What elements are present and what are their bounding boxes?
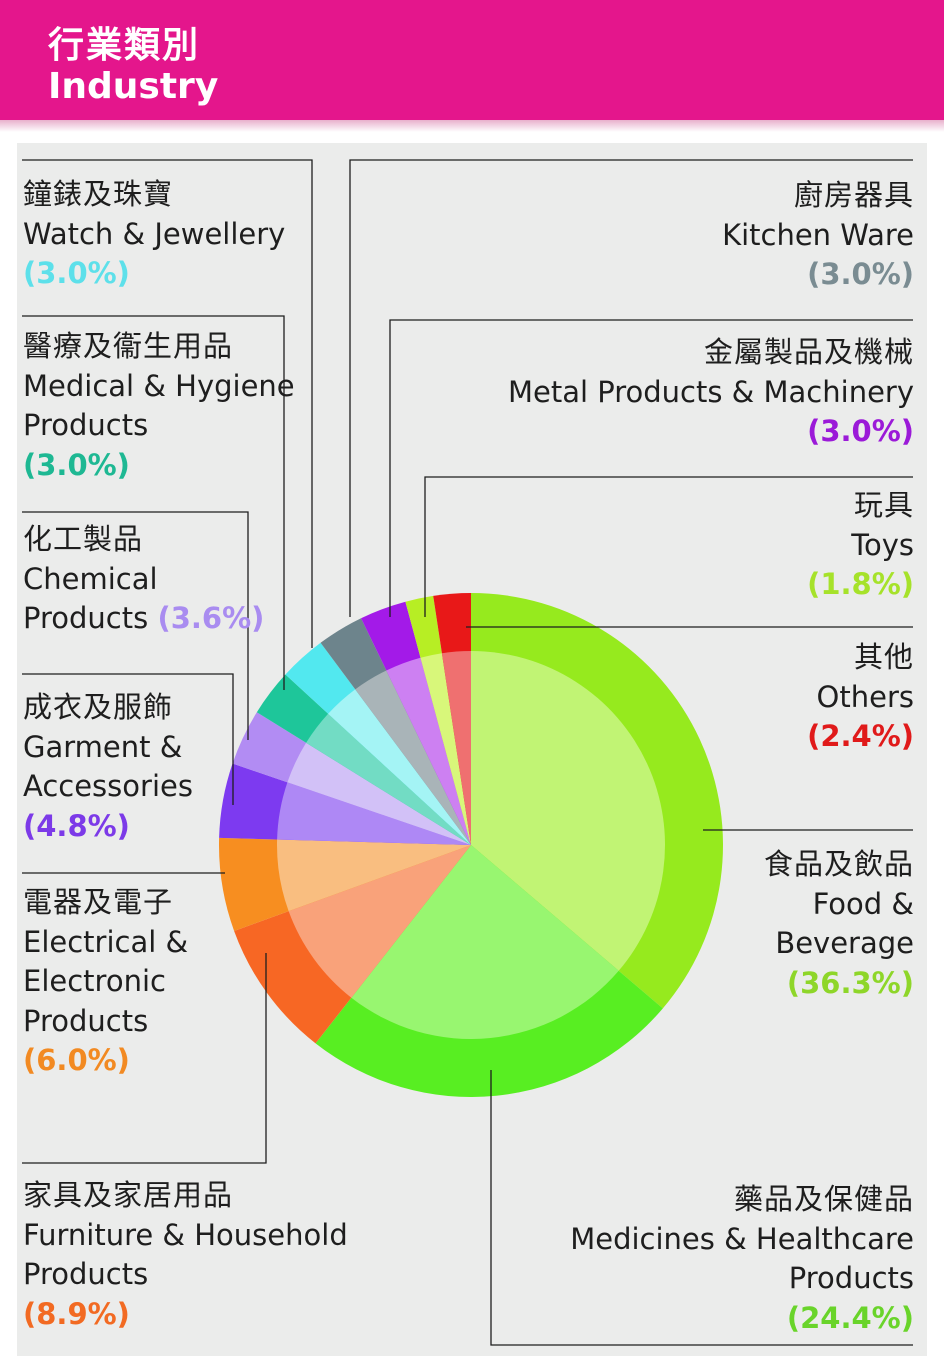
slice-inner-kitchen	[355, 670, 471, 845]
label-garment-en-1: Garment &	[23, 729, 183, 764]
slice-inner-medicines	[351, 845, 619, 1039]
label-toys-en: Toys	[851, 527, 914, 562]
label-medicines-en-1: Medicines & Healthcare	[570, 1221, 914, 1256]
slice-inner-medical	[306, 713, 471, 845]
label-watch: 鐘錶及珠寶 Watch & Jewellery (3.0%)	[23, 175, 285, 294]
label-electrical-en-1: Electrical &	[23, 924, 189, 959]
label-furniture-en-1: Furniture & Household	[23, 1217, 348, 1252]
label-chemical: 化工製品 Chemical Products (3.6%)	[23, 520, 264, 639]
label-garment: 成衣及服飾 Garment & Accessories (4.8%)	[23, 688, 193, 846]
slice-inner-garment	[277, 782, 471, 845]
slice-inner-furniture	[288, 845, 471, 998]
label-food-pct: (36.3%)	[786, 965, 914, 1000]
label-medicines-en-2: Products	[788, 1261, 914, 1295]
label-electrical-en-2: Electronic	[23, 964, 166, 998]
leader-line-garment	[22, 673, 234, 805]
label-kitchen-pct: (3.0%)	[807, 257, 914, 291]
label-furniture-zh: 家具及家居用品	[23, 1178, 234, 1212]
label-others-en: Others	[816, 679, 914, 714]
label-furniture-pct: (8.9%)	[23, 1296, 130, 1331]
leader-line-medical	[22, 315, 285, 690]
label-medicines: 藥品及保健品 Medicines & Healthcare Products (…	[570, 1180, 914, 1338]
label-food-en-2: Beverage	[775, 926, 914, 960]
label-others: 其他 Others (2.4%)	[807, 638, 914, 757]
leader-line-metal	[389, 319, 913, 617]
label-electrical: 電器及電子 Electrical & Electronic Products (…	[23, 883, 188, 1081]
header-banner	[0, 0, 944, 120]
label-kitchen-zh: 廚房器具	[793, 178, 914, 212]
label-garment-pct: (4.8%)	[23, 808, 130, 843]
slice-inner-others	[441, 651, 471, 845]
label-medical: 醫療及衞生用品 Medical & Hygiene Products (3.0%…	[23, 327, 295, 485]
label-medical-zh: 醫療及衞生用品	[23, 329, 234, 363]
leader-line-kitchen	[349, 159, 913, 617]
slice-inner-metal	[386, 657, 471, 845]
label-electrical-pct: (6.0%)	[23, 1043, 130, 1077]
slice-inner-chemical	[287, 742, 471, 845]
header-shadow	[0, 120, 944, 132]
label-metal-zh: 金屬製品及機械	[703, 335, 914, 369]
label-metal-en: Metal Products & Machinery	[507, 374, 914, 409]
slice-inner-food	[471, 651, 665, 971]
label-chemical-zh: 化工製品	[23, 522, 144, 556]
label-toys-pct: (1.8%)	[807, 567, 914, 601]
label-toys: 玩具 Toys (1.8%)	[807, 486, 914, 605]
label-kitchen-en: Kitchen Ware	[722, 217, 914, 252]
label-food-zh: 食品及飲品	[763, 847, 914, 881]
leader-line-medicines	[490, 1070, 913, 1346]
label-watch-pct: (3.0%)	[23, 256, 130, 290]
label-furniture: 家具及家居用品 Furniture & Household Products (…	[23, 1176, 348, 1334]
leader-line-toys	[424, 476, 913, 617]
label-chemical-pct: (3.6%)	[157, 601, 265, 635]
label-metal: 金屬製品及機械 Metal Products & Machinery (3.0%…	[508, 333, 914, 452]
slice-inner-toys	[420, 653, 471, 845]
label-medical-pct: (3.0%)	[23, 447, 130, 482]
label-medicines-zh: 藥品及保健品	[733, 1182, 914, 1216]
label-furniture-en-2: Products	[23, 1257, 149, 1291]
leader-line-watch	[22, 159, 313, 648]
label-others-pct: (2.4%)	[807, 719, 914, 753]
label-metal-pct: (3.0%)	[807, 414, 914, 448]
label-chemical-en-2: Products	[23, 601, 149, 635]
label-electrical-en-3: Products	[23, 1003, 149, 1038]
slice-inner-electrical	[277, 839, 471, 912]
label-garment-en-2: Accessories	[23, 769, 193, 803]
leader-line-chemical	[22, 511, 249, 740]
label-medical-en-2: Products	[23, 408, 149, 442]
label-garment-zh: 成衣及服飾	[23, 690, 174, 724]
label-watch-en: Watch & Jewellery	[23, 216, 286, 251]
label-watch-zh: 鐘錶及珠寶	[23, 177, 174, 211]
label-medical-en-1: Medical & Hygiene	[23, 368, 295, 403]
page-title-en: Industry	[48, 66, 219, 107]
label-others-zh: 其他	[853, 640, 914, 674]
label-food-en-1: Food &	[812, 886, 914, 921]
label-electrical-zh: 電器及電子	[23, 885, 174, 919]
page-title-zh: 行業類別	[48, 25, 201, 66]
slice-inner-watch	[328, 689, 471, 845]
leader-line-furniture	[22, 953, 267, 1164]
label-food: 食品及飲品 Food & Beverage (36.3%)	[764, 845, 914, 1003]
label-chemical-en-1: Chemical	[23, 561, 158, 596]
label-medicines-pct: (24.4%)	[786, 1300, 914, 1335]
label-toys-zh: 玩具	[853, 488, 914, 522]
label-kitchen: 廚房器具 Kitchen Ware (3.0%)	[722, 176, 914, 295]
